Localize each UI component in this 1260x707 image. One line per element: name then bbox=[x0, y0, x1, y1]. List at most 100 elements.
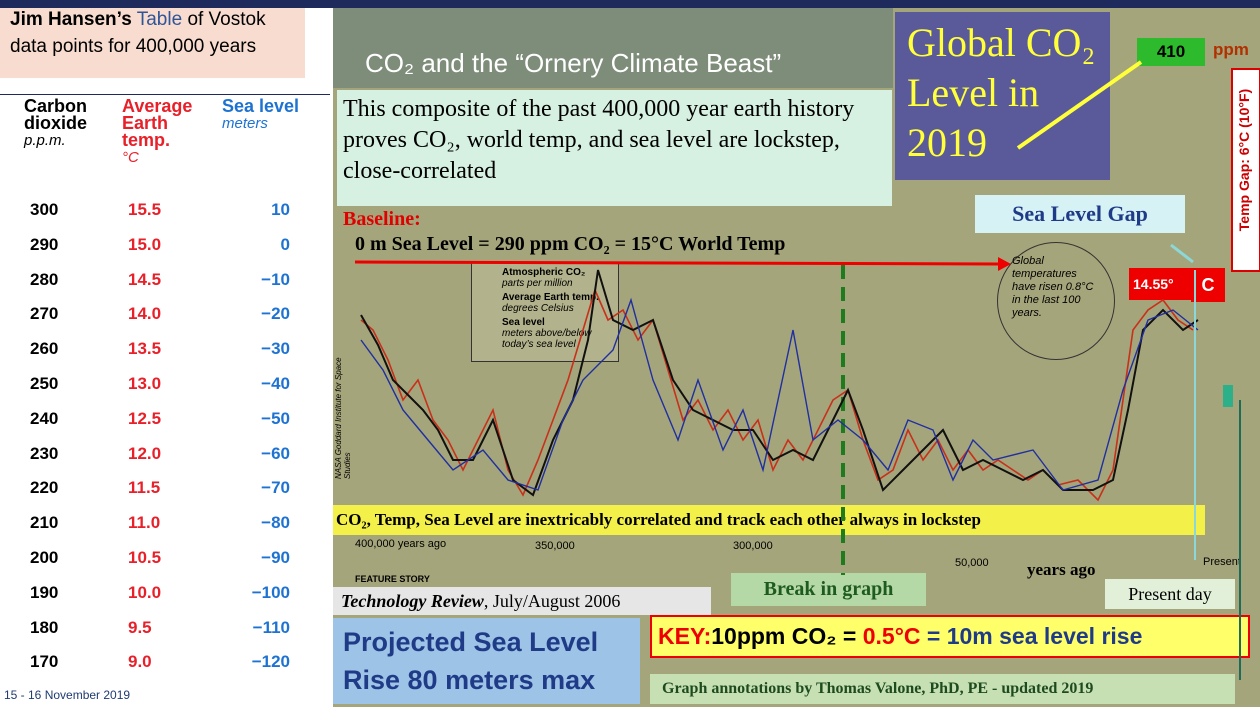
table-cell: 280 bbox=[30, 269, 59, 289]
table-cell: −90 bbox=[261, 548, 290, 567]
table-cell: −40 bbox=[261, 374, 290, 393]
source: Technology Review, July/August 2006 bbox=[333, 587, 711, 615]
co2-value: 410 bbox=[1137, 38, 1205, 66]
temp-now-box: 14.55° bbox=[1129, 268, 1191, 300]
header-rest: of Vostok data points for 400,000 years bbox=[10, 9, 266, 57]
key: KEY:10ppm CO₂ = 0.5°C = 10m sea level ri… bbox=[650, 615, 1250, 658]
slide-panel: CO₂ and the “Ornery Climate Beast” This … bbox=[333, 0, 1260, 707]
temp-now: 14.55° bbox=[1133, 276, 1174, 292]
table-cell: −80 bbox=[261, 513, 290, 533]
column-unit: meters bbox=[222, 115, 268, 132]
table-cell: 9.5 bbox=[128, 617, 152, 637]
table-cell: 180 bbox=[30, 617, 59, 637]
key-label: KEY: bbox=[658, 623, 712, 649]
legend-note: degrees Celsius bbox=[502, 303, 574, 314]
table-cell: 13.5 bbox=[128, 339, 162, 359]
x-label: 400,000 years ago bbox=[355, 538, 447, 550]
column-header: Carbon dioxide p.p.m. bbox=[24, 96, 116, 149]
column-header: Sea level meters bbox=[222, 96, 312, 132]
temp-unit: C bbox=[1191, 268, 1225, 302]
table-cell: −60 bbox=[261, 443, 290, 463]
table-cell: 270 bbox=[30, 304, 59, 324]
global-co2: Global CO₂ Level in 2019 bbox=[895, 12, 1110, 180]
banner: CO₂, Temp, Sea Level are inextricably co… bbox=[333, 505, 1205, 535]
column-name: Sea level bbox=[222, 96, 300, 116]
x-label: years ago bbox=[1027, 560, 1096, 579]
x-label: 50,000 bbox=[955, 557, 989, 569]
table-cell: 12.5 bbox=[128, 408, 162, 428]
table-cell: 230 bbox=[30, 443, 59, 463]
table-cell: −50 bbox=[261, 408, 290, 428]
legend-name: Atmospheric CO₂ bbox=[502, 267, 586, 278]
column-header: Average Earth temp. °C bbox=[122, 96, 212, 166]
table-cell: 11.5 bbox=[128, 478, 161, 498]
table-cell: −10 bbox=[261, 269, 290, 289]
baseline-label: Baseline: bbox=[343, 208, 421, 230]
table-cell: 15.5 bbox=[128, 200, 162, 219]
table-cell: 12.0 bbox=[128, 443, 162, 463]
table-cell: 10.5 bbox=[128, 548, 162, 567]
table-cell: 300 bbox=[30, 200, 59, 219]
header-bold: Jim Hansen’s bbox=[10, 9, 132, 30]
table-cell: 170 bbox=[30, 652, 59, 672]
table-cell: 0 bbox=[280, 234, 290, 254]
table-cell: 9.0 bbox=[128, 652, 152, 672]
feature-tag: FEATURE STORY bbox=[355, 574, 430, 584]
break-label: Break in graph bbox=[731, 573, 926, 606]
source-date: , July/August 2006 bbox=[483, 591, 621, 611]
key-temp: 0.5°C bbox=[862, 623, 921, 649]
table-cell: 260 bbox=[30, 339, 59, 359]
table-cell: 13.0 bbox=[128, 374, 162, 393]
baseline: 0 m Sea Level = 290 ppm CO₂ = 15°C World… bbox=[355, 233, 786, 255]
table-cell: −120 bbox=[251, 652, 290, 672]
legend: Atmospheric CO₂ parts per million Average… bbox=[471, 262, 619, 362]
table-cell: 11.0 bbox=[128, 513, 161, 533]
key-sea: = 10m sea level rise bbox=[926, 623, 1143, 649]
table-cell: 14.5 bbox=[128, 269, 162, 289]
header: Jim Hansen’s Table of Vostok data points… bbox=[0, 0, 305, 78]
header-link: Table bbox=[136, 9, 183, 30]
x-label: 300,000 bbox=[733, 540, 773, 552]
table-cell: 210 bbox=[30, 513, 59, 533]
source-title: Technology Review bbox=[341, 591, 484, 611]
sea-level-gap: Sea Level Gap bbox=[975, 195, 1185, 233]
column-unit: p.p.m. bbox=[24, 132, 66, 149]
footer-date: 15 - 16 November 2019 bbox=[4, 688, 131, 702]
table-cell: 290 bbox=[30, 234, 59, 254]
table-cell: −20 bbox=[261, 304, 290, 324]
slide-title: CO₂ and the “Ornery Climate Beast” bbox=[365, 48, 782, 78]
co2-unit: ppm bbox=[1213, 40, 1249, 59]
title-band bbox=[333, 8, 893, 88]
table-cell: 250 bbox=[30, 374, 59, 393]
credit: NASA Goddard Institute for Space Studies bbox=[334, 357, 352, 479]
legend-note: parts per million bbox=[502, 278, 573, 289]
column-name: Average Earth temp. bbox=[122, 96, 193, 150]
table-cell: 15.0 bbox=[128, 234, 162, 254]
key-co2: 10ppm CO₂ = bbox=[711, 623, 857, 649]
table-cell: 10.0 bbox=[128, 582, 162, 602]
annotation: Graph annotations by Thomas Valone, PhD,… bbox=[650, 674, 1235, 704]
inset-note: Global temperatures have risen 0.8°C in … bbox=[997, 242, 1115, 360]
table-cell: −70 bbox=[261, 478, 290, 498]
composite-text: This composite of the past 400,000 year … bbox=[337, 90, 892, 206]
table-cell: 240 bbox=[30, 408, 59, 428]
x-label: Present bbox=[1203, 556, 1241, 568]
top-bar bbox=[0, 0, 1260, 8]
table-cell: −100 bbox=[251, 582, 290, 602]
rule bbox=[0, 94, 330, 95]
legend-name: Average Earth temp. bbox=[502, 292, 599, 303]
column-name: Carbon dioxide bbox=[24, 96, 88, 133]
legend-name: Sea level bbox=[502, 317, 545, 328]
present-day: Present day bbox=[1105, 579, 1235, 609]
projected: Projected Sea Level Rise 80 meters max bbox=[333, 618, 640, 704]
table-cell: 10 bbox=[271, 200, 290, 219]
legend-note: meters above/below today’s sea level bbox=[502, 328, 592, 350]
table-cell: −110 bbox=[252, 617, 290, 637]
column-unit: °C bbox=[122, 149, 139, 166]
table-cell: 220 bbox=[30, 478, 59, 498]
x-label: 350,000 bbox=[535, 540, 575, 552]
table-cell: 14.0 bbox=[128, 304, 162, 324]
table-cell: 200 bbox=[30, 548, 59, 567]
table-cell: −30 bbox=[261, 339, 290, 359]
